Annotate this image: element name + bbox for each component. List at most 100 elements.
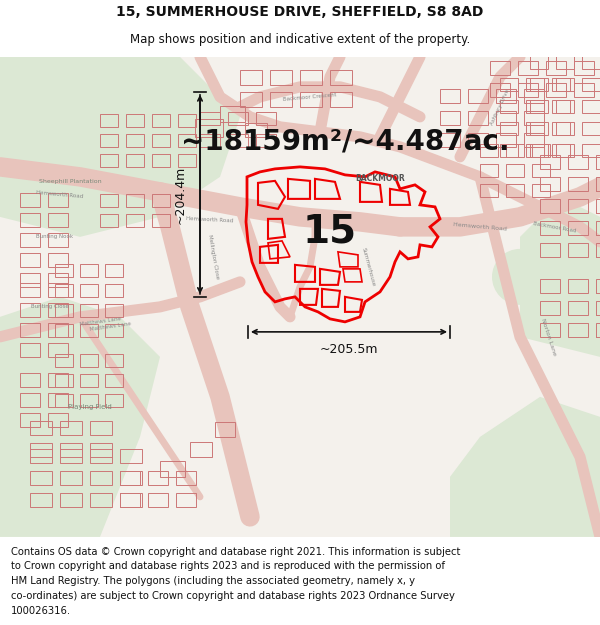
Bar (20, 343, 40, 357)
Bar (300, 92, 322, 107)
Bar (20, 213, 40, 227)
Bar (80, 324, 98, 337)
Bar (20, 283, 40, 297)
Polygon shape (520, 197, 600, 357)
Bar (500, 122, 518, 135)
Bar (30, 493, 52, 507)
Bar (148, 493, 168, 507)
Bar (552, 122, 570, 135)
Bar (100, 134, 118, 147)
Bar (148, 471, 168, 485)
Text: 100026316.: 100026316. (11, 606, 71, 616)
Polygon shape (0, 297, 160, 537)
Bar (330, 92, 352, 107)
Bar (582, 122, 600, 135)
Bar (200, 112, 220, 125)
Bar (524, 133, 544, 147)
Bar (256, 112, 276, 125)
Bar (100, 194, 118, 207)
Text: Backmoor Crescent: Backmoor Crescent (283, 92, 337, 102)
Bar (55, 394, 73, 407)
Bar (80, 264, 98, 277)
Bar (60, 421, 82, 435)
Bar (245, 123, 267, 137)
Bar (468, 133, 488, 147)
Text: Hemsworth Road: Hemsworth Road (36, 191, 84, 199)
Bar (546, 61, 566, 75)
Bar (55, 264, 73, 277)
Bar (526, 78, 544, 91)
Bar (105, 284, 123, 297)
Bar (200, 134, 220, 147)
Bar (100, 154, 118, 167)
Bar (30, 449, 52, 463)
Bar (596, 221, 600, 235)
Bar (568, 243, 588, 257)
Bar (540, 323, 560, 337)
Bar (48, 213, 68, 227)
Bar (568, 177, 588, 191)
Bar (126, 214, 144, 227)
Bar (220, 106, 245, 122)
Bar (556, 78, 574, 91)
Bar (256, 134, 276, 147)
Bar (176, 493, 196, 507)
Bar (300, 70, 322, 85)
Text: BACKMOOR: BACKMOOR (355, 174, 405, 183)
Bar (574, 61, 594, 75)
Text: Norton Lane: Norton Lane (539, 318, 556, 356)
Bar (178, 114, 196, 127)
Bar (526, 122, 544, 135)
Bar (48, 393, 68, 407)
Bar (596, 301, 600, 315)
Bar (30, 443, 52, 457)
Bar (582, 100, 600, 113)
Bar (568, 279, 588, 293)
Bar (60, 471, 82, 485)
Bar (30, 421, 52, 435)
Bar (496, 111, 516, 125)
Bar (468, 111, 488, 125)
Bar (48, 373, 68, 387)
Bar (105, 304, 123, 317)
Bar (330, 70, 352, 85)
Bar (532, 164, 550, 177)
Bar (568, 301, 588, 315)
Bar (126, 134, 144, 147)
Bar (556, 100, 574, 113)
Bar (596, 323, 600, 337)
Bar (490, 61, 510, 75)
Bar (524, 111, 544, 125)
Bar (552, 100, 570, 113)
Bar (568, 221, 588, 235)
Text: Hemsworth Road: Hemsworth Road (453, 222, 507, 232)
Bar (215, 422, 235, 437)
Bar (530, 100, 548, 113)
Bar (596, 155, 600, 169)
Bar (490, 83, 510, 97)
Bar (105, 374, 123, 387)
Bar (48, 343, 68, 357)
Text: Bunting Close: Bunting Close (31, 304, 69, 309)
Bar (440, 89, 460, 103)
Bar (48, 253, 68, 267)
Bar (55, 354, 73, 367)
Bar (540, 243, 560, 257)
Bar (55, 304, 73, 317)
Bar (105, 354, 123, 367)
Bar (90, 471, 112, 485)
Bar (582, 56, 600, 69)
Text: Contains OS data © Crown copyright and database right 2021. This information is : Contains OS data © Crown copyright and d… (11, 546, 460, 556)
Bar (152, 134, 170, 147)
Bar (190, 442, 212, 457)
Text: Ashbury Drive: Ashbury Drive (490, 88, 511, 126)
Bar (80, 354, 98, 367)
Bar (532, 144, 550, 157)
Bar (496, 133, 516, 147)
Bar (48, 323, 68, 337)
Bar (526, 100, 544, 113)
Bar (80, 284, 98, 297)
Text: co-ordinates) are subject to Crown copyright and database rights 2023 Ordnance S: co-ordinates) are subject to Crown copyr… (11, 591, 455, 601)
Bar (126, 114, 144, 127)
Text: Backmoor Road: Backmoor Road (533, 221, 577, 233)
